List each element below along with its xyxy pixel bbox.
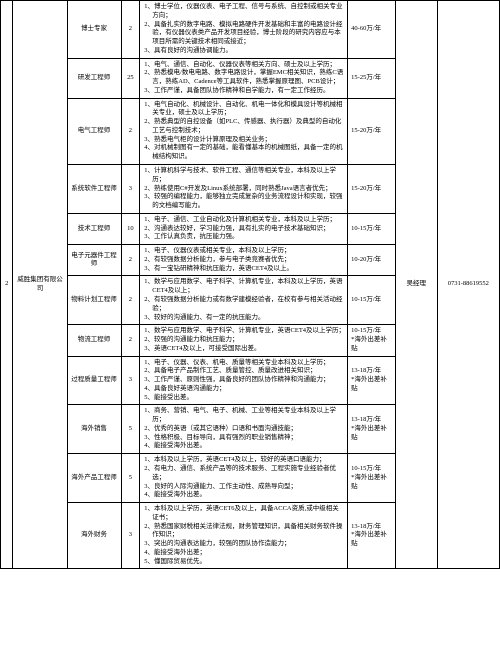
- contact-tel: 0731-88619552: [437, 1, 499, 569]
- position-requirements: 1、商务、营销、电气、电子、机械、工业等相关专业本科及以上学历；2、优秀的英语（…: [140, 405, 348, 454]
- position-count: 2: [121, 245, 140, 276]
- requirement-line: 1、电子、通信、工业自动化及计算机相关专业，本科及以上学历；: [144, 216, 345, 225]
- recruitment-table: 2威胜集团有限公司博士专家21、博士学位，仪器仪表、电子工程、信号与系统、自控制…: [0, 0, 500, 569]
- requirement-line: 3、突出的沟通表达能力，较强的团队协作造能力；: [144, 540, 345, 549]
- requirement-line: 2、熟练使用C#开发及Linux系统部署，同时熟悉Java语言者优先；: [144, 185, 345, 194]
- position-count: 2: [121, 1, 140, 59]
- position-count: 3: [121, 165, 140, 214]
- requirement-line: 3、良好的人际沟通能力、工作主动性、成熟导向型；: [144, 483, 345, 492]
- requirement-line: 3、工作严谨，具备团队协作精神和自学能力，有一定工作经历。: [144, 87, 345, 96]
- position-count: 2: [121, 325, 140, 356]
- requirement-line: 2、较强的沟通能力和抗压能力；: [144, 336, 345, 345]
- position-requirements: 1、电气自动化、机械设计、自动化、机电一体化和模具设计等机械相关专业，硕士及以上…: [140, 98, 348, 164]
- position-title: 技术工程师: [67, 213, 121, 244]
- requirement-line: 1、数学与应用数学、电子科学、计算机专业，本科及以上学历，英语CET4及以上；: [144, 278, 345, 296]
- position-count: 5: [121, 454, 140, 503]
- requirement-line: 2、具备电子产品制作工艺、质量管控、质量改进相关知识；: [144, 367, 345, 376]
- company-name: 威胜集团有限公司: [13, 1, 67, 569]
- position-title: 海外销售: [67, 405, 121, 454]
- position-salary: 10-15万/年: [348, 276, 396, 325]
- position-requirements: 1、数学与应用数学、电子科学、计算机专业，本科及以上学历，英语CET4及以上；2…: [140, 276, 348, 325]
- requirement-line: 2、优秀的英语（或其它语种）口语和书面沟通技能；: [144, 425, 345, 434]
- requirement-line: 3、工作认真负责，抗压能力强。: [144, 233, 345, 242]
- position-title: 物料计划工程师: [67, 276, 121, 325]
- requirement-line: 2、具备扎实的数字电路、模拟电路硬件开发基础和丰富的电路设计经验，有仪器仪表类产…: [144, 21, 345, 47]
- position-salary: 15-20万/年: [348, 165, 396, 214]
- position-title: 物流工程师: [67, 325, 121, 356]
- requirement-line: 3、具有良好的沟通协调能力。: [144, 47, 345, 56]
- position-requirements: 1、电气、通信、自动化、仪器仪表等相关方向、硕士及以上学历；2、熟悉模电/数电电…: [140, 58, 348, 98]
- requirement-line: 1、计算机科学与技术、软件工程、通信等相关专业，本科及以上学历；: [144, 167, 345, 185]
- recruitment-table-page: 2威胜集团有限公司博士专家21、博士学位，仪器仪表、电子工程、信号与系统、自控制…: [0, 0, 500, 669]
- position-title: 电子元器件工程师: [67, 245, 121, 276]
- requirement-line: 4、能接受海外出差；: [144, 549, 345, 558]
- position-requirements: 1、本科及以上学历，英语CET6及以上，具备ACCA资质,或中级相关证书；2、熟…: [140, 503, 348, 569]
- requirement-line: 5、懂国际贸易优先。: [144, 558, 345, 567]
- requirement-line: 4、具备良好英语沟通能力；: [144, 385, 345, 394]
- position-salary: 10-15万/年 *海外出差补贴: [348, 454, 396, 503]
- requirement-line: 2、有较强数据分析能力，参与电子类竞赛者优先；: [144, 256, 345, 265]
- requirement-line: 2、熟悉模电/数电电路、数字电路设计，掌握EMC相关知识，熟练C语言，熟练AD、…: [144, 69, 345, 87]
- position-salary: 13-18万/年 *海外出差补贴: [348, 356, 396, 405]
- requirement-line: 5、能接受出差。: [144, 394, 345, 403]
- position-requirements: 1、电子、通信、工业自动化及计算机相关专业，本科及以上学历；2、沟通表达较好，学…: [140, 213, 348, 244]
- requirement-line: 4、对机械制图有一定的基础，能看懂基本的机械图纸，具备一定的机械结构知识。: [144, 144, 345, 162]
- position-salary: 10-20万/年: [348, 245, 396, 276]
- requirement-line: 3、较好的沟通能力、有一定的抗压能力。: [144, 314, 345, 323]
- position-title: 海外产品工程师: [67, 454, 121, 503]
- requirement-line: 1、数学与应用数学、电子科学、计算机专业，英语CET4及以上学历；: [144, 327, 345, 336]
- position-requirements: 1、电子、仪器、仪表、机电、质量等相关专业本科及以上学历；2、具备电子产品制作工…: [140, 356, 348, 405]
- position-count: 2: [121, 98, 140, 164]
- position-salary: 10-15万/年: [348, 213, 396, 244]
- position-count: 25: [121, 58, 140, 98]
- position-title: 系统软件工程师: [67, 165, 121, 214]
- requirement-line: 3、工作严谨、原则性强，具备良好的团队协作精神和沟通能力；: [144, 376, 345, 385]
- requirement-line: 4、能接受海外出差。: [144, 491, 345, 500]
- requirement-line: 2、有电力、通信、系统产品等的技术服务、工程实施专业经验者优选；: [144, 465, 345, 483]
- requirement-line: 1、商务、营销、电气、电子、机械、工业等相关专业本科及以上学历；: [144, 407, 345, 425]
- requirement-line: 1、本科及以上学历，英语CET6及以上，具备ACCA资质,或中级相关证书；: [144, 505, 345, 523]
- position-title: 博士专家: [67, 1, 121, 59]
- position-requirements: 1、博士学位，仪器仪表、电子工程、信号与系统、自控制或相关专业方向；2、具备扎实…: [140, 1, 348, 59]
- position-title: 海外财务: [67, 503, 121, 569]
- requirement-line: 2、熟悉国家财税相关法律法规，财务管理知识，具备相关财务软件操作知识；: [144, 523, 345, 541]
- position-salary: 15-25万/年: [348, 58, 396, 98]
- requirement-line: 1、电气自动化、机械设计、自动化、机电一体化和模具设计等机械相关专业，硕士及以上…: [144, 101, 345, 119]
- position-salary: 10-15万/年 *海外出差补贴: [348, 325, 396, 356]
- position-salary: 40-60万/年: [348, 1, 396, 59]
- requirement-line: 3、英语CET4及以上，可接受国际出差。: [144, 345, 345, 354]
- position-count: 3: [121, 503, 140, 569]
- position-salary: 15-20万/年: [348, 98, 396, 164]
- requirement-line: 1、本科及以上学历，英语CET4及以上，较好的英语口语能力；: [144, 456, 345, 465]
- requirement-line: 3、有一宝钻研精神和抗压能力，英语CET4及以上。: [144, 265, 345, 274]
- row-index: 2: [1, 1, 13, 569]
- requirement-line: 1、电子、仪器仪表或相关专业，本科及以上学历；: [144, 247, 345, 256]
- requirement-line: 2、有较强数据分析能力或有数学建模经验者，在校有参与相关活动经验；: [144, 296, 345, 314]
- contact-person: 吴经理: [395, 1, 437, 569]
- position-count: 3: [121, 356, 140, 405]
- requirement-line: 3、较强的编程能力，能够独立完成复杂的业务流程设计和实现，较强的文档编写能力。: [144, 193, 345, 211]
- position-count: 2: [121, 276, 140, 325]
- position-title: 电气工程师: [67, 98, 121, 164]
- requirement-line: 1、电子、仪器、仪表、机电、质量等相关专业本科及以上学历；: [144, 359, 345, 368]
- requirement-line: 1、博士学位，仪器仪表、电子工程、信号与系统、自控制或相关专业方向；: [144, 3, 345, 21]
- position-salary: 13-18万/年 *海外出差补贴: [348, 405, 396, 454]
- position-count: 10: [121, 213, 140, 244]
- position-title: 研发工程师: [67, 58, 121, 98]
- position-requirements: 1、计算机科学与技术、软件工程、通信等相关专业，本科及以上学历；2、熟练使用C#…: [140, 165, 348, 214]
- position-requirements: 1、电子、仪器仪表或相关专业，本科及以上学历；2、有较强数据分析能力，参与电子类…: [140, 245, 348, 276]
- position-requirements: 1、数学与应用数学、电子科学、计算机专业，英语CET4及以上学历；2、较强的沟通…: [140, 325, 348, 356]
- position-requirements: 1、本科及以上学历，英语CET4及以上，较好的英语口语能力；2、有电力、通信、系…: [140, 454, 348, 503]
- position-title: 过程质量工程师: [67, 356, 121, 405]
- position-salary: 13-18万/年 *海外出差补贴: [348, 503, 396, 569]
- requirement-line: 2、熟悉典型的自控设备（如PLC、传感器、执行器）及典型的自动化工艺与控制技术；: [144, 118, 345, 136]
- position-count: 5: [121, 405, 140, 454]
- requirement-line: 4、能接受海外出差。: [144, 442, 345, 451]
